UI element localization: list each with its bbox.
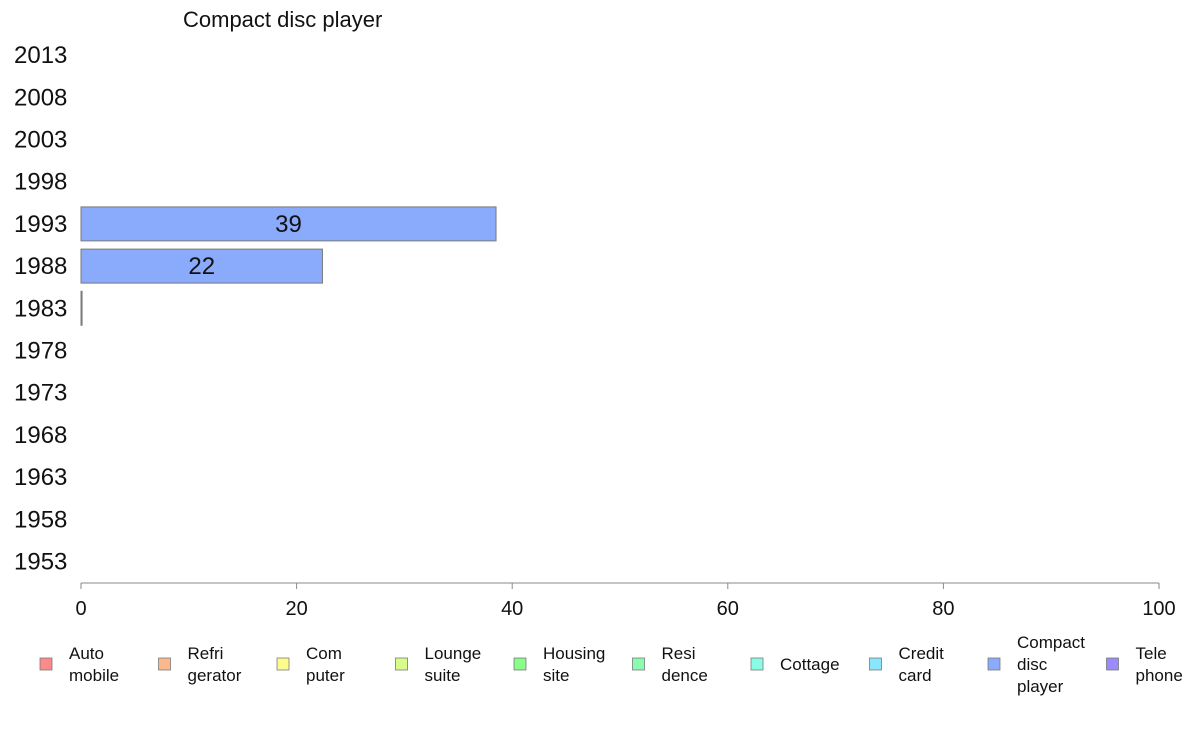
x-tick-label: 40 <box>501 598 523 620</box>
legend-swatch <box>276 657 290 671</box>
x-tick-label: 80 <box>932 598 954 620</box>
legend-swatch <box>869 657 882 671</box>
bar-value-label: 39 <box>275 211 302 238</box>
legend: Auto mobile Refri gerator Com puter Lounge suit… <box>39 633 1183 696</box>
legend-label: Resi <box>662 644 696 663</box>
legend-label: Auto <box>69 644 104 663</box>
y-tick-label: 1958 <box>14 506 67 533</box>
y-tick-labels: 2013 2008 2003 1998 1993 1988 1983 1978 1973 1968… <box>14 42 67 575</box>
legend-label: Com <box>306 644 342 663</box>
legend-item: Cottage <box>750 655 840 674</box>
bar <box>80 290 83 326</box>
legend-item: Housing site <box>513 644 605 685</box>
y-tick-label: 2008 <box>14 84 67 111</box>
legend-label: site <box>543 666 569 685</box>
legend-swatch <box>750 657 764 671</box>
y-tick-label: 1993 <box>14 211 67 238</box>
y-tick-label: 1983 <box>14 295 67 322</box>
legend-swatch <box>158 657 171 671</box>
y-tick-label: 1998 <box>14 169 67 196</box>
x-tick-label: 0 <box>75 598 86 620</box>
legend-label: gerator <box>188 666 242 685</box>
legend-swatch <box>987 657 1001 671</box>
legend-item: Resi dence <box>632 644 708 685</box>
legend-label: Lounge <box>425 644 482 663</box>
legend-label: Credit <box>899 644 945 663</box>
x-tick-label: 100 <box>1142 598 1175 620</box>
legend-label: mobile <box>69 666 119 685</box>
legend-swatch <box>395 657 408 671</box>
legend-swatch <box>632 657 645 671</box>
bar-value-labels: 39 22 <box>188 211 301 280</box>
legend-label: puter <box>306 666 345 685</box>
legend-label: suite <box>425 666 461 685</box>
legend-swatch <box>39 657 53 671</box>
bar <box>80 206 497 242</box>
legend-item: Refri gerator <box>158 644 242 685</box>
y-tick-label: 1988 <box>14 253 67 280</box>
y-tick-label: 1978 <box>14 338 67 365</box>
legend-label: Tele <box>1136 644 1167 663</box>
legend-label: player <box>1017 677 1064 696</box>
bar <box>80 248 323 284</box>
legend-label: dence <box>662 666 708 685</box>
x-tick-label: 20 <box>285 598 307 620</box>
bars <box>80 206 497 326</box>
legend-label: Housing <box>543 644 605 663</box>
x-axis: 0 20 40 60 80 100 <box>75 582 1176 620</box>
legend-item: Com puter <box>276 644 345 685</box>
legend-label: Refri <box>188 644 224 663</box>
y-tick-label: 1973 <box>14 380 67 407</box>
legend-item: Tele phone <box>1106 644 1183 685</box>
legend-swatch <box>1106 657 1119 671</box>
y-tick-label: 1968 <box>14 422 67 449</box>
legend-item: Auto mobile <box>39 644 119 685</box>
y-tick-label: 1953 <box>14 549 67 576</box>
bar-value-label: 22 <box>188 253 215 280</box>
legend-label: Compact <box>1017 633 1085 652</box>
legend-label: Cottage <box>780 655 840 674</box>
legend-item: Lounge suite <box>395 644 482 685</box>
legend-label: disc <box>1017 655 1048 674</box>
legend-item: Compact disc player <box>987 633 1085 696</box>
legend-item: Credit card <box>869 644 945 685</box>
y-tick-label: 2013 <box>14 42 67 69</box>
legend-label: phone <box>1136 666 1183 685</box>
y-tick-label: 1963 <box>14 464 67 491</box>
x-tick-label: 60 <box>717 598 739 620</box>
y-tick-label: 2003 <box>14 127 67 154</box>
chart-title: Compact disc player <box>183 7 382 32</box>
legend-label: card <box>899 666 932 685</box>
legend-swatch <box>513 657 527 671</box>
